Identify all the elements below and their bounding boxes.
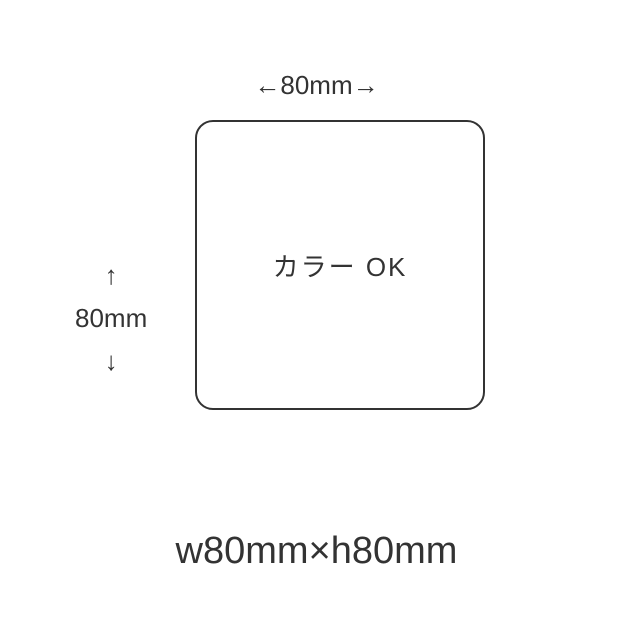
arrow-down-icon: ↓ xyxy=(105,346,118,377)
width-label: ←80mm→ xyxy=(254,70,378,101)
spec-square: カラー OK xyxy=(195,120,485,410)
bottom-caption: w80mm×h80mm xyxy=(176,530,458,573)
arrow-up-icon: ↑ xyxy=(105,260,118,291)
height-value: 80mm xyxy=(75,303,147,334)
square-center-text: カラー OK xyxy=(273,247,408,284)
height-label-group: ↑ 80mm ↓ xyxy=(75,260,147,377)
dimension-diagram: ←80mm→ ↑ 80mm ↓ カラー OK w80mm×h80mm xyxy=(0,0,633,628)
